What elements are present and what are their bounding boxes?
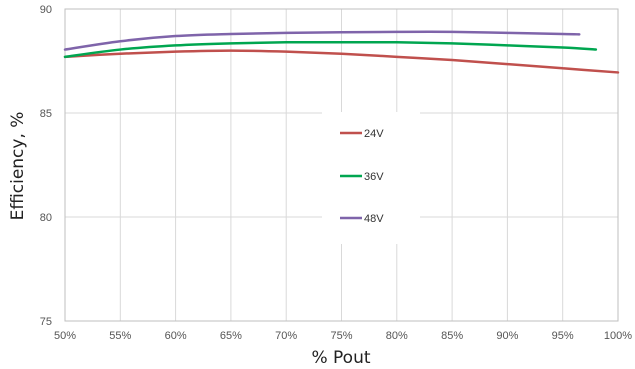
x-tick-label: 50% bbox=[54, 330, 76, 342]
x-tick-label: 80% bbox=[386, 330, 408, 342]
series-line-24V bbox=[63, 49, 620, 74]
legend: 24V 36V 48V bbox=[322, 112, 420, 244]
plot-border bbox=[64, 8, 619, 322]
series-line-36V bbox=[63, 40, 598, 59]
legend-box bbox=[322, 112, 420, 244]
series-line-48V bbox=[63, 30, 581, 51]
x-tick-label: 85% bbox=[441, 330, 463, 342]
y-tick-label: 90 bbox=[40, 4, 52, 16]
x-tick-label: 90% bbox=[496, 330, 518, 342]
x-tick-label: 100% bbox=[604, 330, 632, 342]
x-tick-label: 60% bbox=[165, 330, 187, 342]
tick-labels: 50% 55% 60% 65% 70% 75% 80% 85% 90% 95% 100% 75 80 85… bbox=[40, 4, 633, 342]
x-tick-label: 65% bbox=[220, 330, 242, 342]
y-tick-label: 85 bbox=[40, 108, 52, 120]
series-lines bbox=[63, 30, 620, 74]
legend-label: 48V bbox=[364, 213, 384, 225]
legend-label: 36V bbox=[364, 171, 384, 183]
x-tick-label: 70% bbox=[275, 330, 297, 342]
y-tick-label: 75 bbox=[40, 316, 52, 328]
x-tick-label: 95% bbox=[552, 330, 574, 342]
y-tick-label: 80 bbox=[40, 212, 52, 224]
x-tick-label: 55% bbox=[109, 330, 131, 342]
y-axis-label: Efficiency, % bbox=[8, 112, 28, 221]
x-axis-label: % Pout bbox=[311, 348, 370, 368]
legend-label: 24V bbox=[364, 128, 384, 140]
x-tick-label: 75% bbox=[330, 330, 352, 342]
